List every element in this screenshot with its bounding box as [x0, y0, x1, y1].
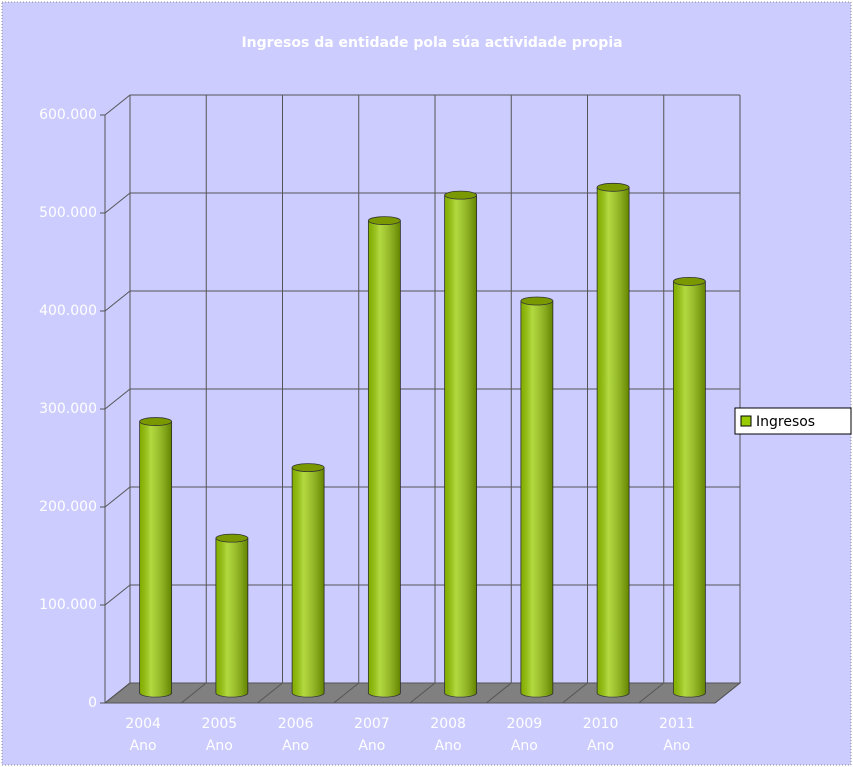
y-tick-label: 500.000: [39, 205, 97, 221]
bar-shade: [215, 538, 248, 697]
floor-line: [333, 682, 360, 704]
bar-shade: [597, 187, 630, 697]
floor-line: [638, 682, 665, 704]
bar-shade: [368, 220, 401, 697]
legend-label: Ingresos: [756, 414, 815, 430]
grid-line: [104, 682, 131, 704]
bar-top: [596, 182, 630, 192]
bar-shade: [139, 421, 172, 697]
grid-line: [104, 94, 131, 116]
floor-line: [409, 682, 436, 704]
bar: [367, 216, 401, 698]
legend-box: [734, 407, 852, 435]
y-tick-label: 600.000: [39, 107, 97, 123]
bar: [596, 182, 630, 698]
y-tick-label: 200.000: [39, 499, 97, 515]
bar-top: [444, 190, 478, 200]
bar: [672, 276, 706, 698]
x-tick-label: 2011: [659, 716, 695, 732]
floor-line: [714, 682, 741, 704]
grid-line: [104, 388, 131, 410]
bar-shade: [444, 195, 477, 697]
bar-shade: [292, 467, 325, 697]
y-tick-label: 100.000: [39, 597, 97, 613]
x-tick-label: 2006: [278, 716, 314, 732]
x-tick-label: 2005: [202, 716, 238, 732]
grid-line: [104, 192, 131, 214]
floor-line: [562, 682, 588, 704]
grid-line: [104, 290, 131, 312]
bar: [291, 463, 325, 698]
bar-top: [139, 417, 173, 426]
x-tick-label: Ano: [358, 738, 385, 754]
bar: [215, 533, 249, 698]
bar-top: [367, 216, 401, 226]
bar: [139, 417, 173, 698]
floor-line: [180, 682, 207, 704]
x-tick-label: 2004: [125, 716, 161, 732]
bar-shade: [673, 281, 706, 697]
legend-swatch: [740, 415, 752, 427]
bar-top: [291, 463, 325, 473]
floor-line: [485, 682, 512, 704]
x-tick-label: 2010: [583, 716, 619, 732]
bar: [520, 296, 554, 698]
grid-line: [104, 584, 131, 606]
x-tick-label: Ano: [435, 738, 462, 754]
x-tick-label: 2009: [507, 716, 543, 732]
x-tick-label: Ano: [206, 738, 233, 754]
bar-top: [520, 296, 554, 306]
y-tick-label: 300.000: [39, 401, 97, 417]
x-tick-label: 2008: [430, 716, 466, 732]
y-tick-label: 400.000: [39, 303, 97, 319]
x-tick-label: Ano: [130, 738, 157, 754]
bar-top: [215, 533, 249, 543]
bar: [444, 190, 478, 698]
x-tick-label: Ano: [511, 738, 538, 754]
floor-line: [257, 682, 283, 704]
y-tick-label: 0: [88, 695, 97, 711]
bar-top: [672, 276, 706, 286]
x-tick-label: Ano: [587, 738, 614, 754]
grid-line: [104, 486, 131, 508]
x-tick-label: Ano: [663, 738, 690, 754]
x-tick-label: 2007: [354, 716, 390, 732]
x-tick-label: Ano: [282, 738, 309, 754]
bar-shade: [520, 301, 553, 697]
chart-title: Ingresos da entidade pola súa actividade…: [241, 35, 622, 51]
